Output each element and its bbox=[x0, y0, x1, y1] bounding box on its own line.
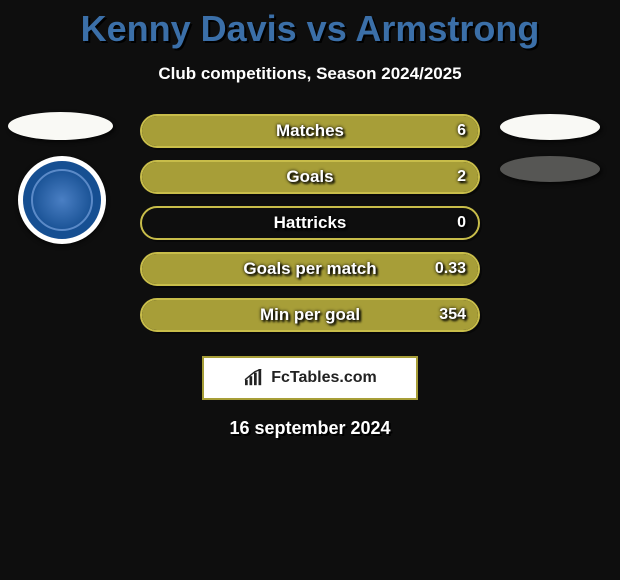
date-line: 16 september 2024 bbox=[0, 418, 620, 439]
stats-area: Matches6Goals2Hattricks0Goals per match0… bbox=[0, 114, 620, 334]
chart-icon bbox=[243, 369, 265, 387]
stat-bar-label: Goals bbox=[142, 162, 478, 192]
left-player-column bbox=[8, 114, 113, 244]
attribution-box: FcTables.com bbox=[202, 356, 418, 400]
stat-bar: Goals per match0.33 bbox=[140, 252, 480, 286]
stat-bar-label: Hattricks bbox=[142, 208, 478, 238]
stat-bar: Matches6 bbox=[140, 114, 480, 148]
stat-bar: Min per goal354 bbox=[140, 298, 480, 332]
stat-bar-label: Goals per match bbox=[142, 254, 478, 284]
stat-bar: Goals2 bbox=[140, 160, 480, 194]
player-placeholder-ellipse bbox=[8, 112, 113, 140]
subtitle: Club competitions, Season 2024/2025 bbox=[0, 64, 620, 84]
stat-bar-label: Matches bbox=[142, 116, 478, 146]
player-placeholder-ellipse bbox=[500, 114, 600, 140]
stat-bar-value-right: 354 bbox=[439, 300, 466, 330]
stat-bar-value-right: 0.33 bbox=[435, 254, 466, 284]
club-placeholder-ellipse bbox=[500, 156, 600, 182]
page-title: Kenny Davis vs Armstrong bbox=[0, 0, 620, 50]
stat-bar-value-right: 2 bbox=[457, 162, 466, 192]
stat-bar: Hattricks0 bbox=[140, 206, 480, 240]
stat-bars: Matches6Goals2Hattricks0Goals per match0… bbox=[140, 114, 480, 332]
club-badge-inner bbox=[31, 169, 93, 231]
stat-bar-label: Min per goal bbox=[142, 300, 478, 330]
stat-bar-value-right: 6 bbox=[457, 116, 466, 146]
stat-bar-value-right: 0 bbox=[457, 208, 466, 238]
right-player-column bbox=[500, 114, 600, 198]
club-badge bbox=[18, 156, 106, 244]
attribution-text: FcTables.com bbox=[271, 369, 377, 387]
